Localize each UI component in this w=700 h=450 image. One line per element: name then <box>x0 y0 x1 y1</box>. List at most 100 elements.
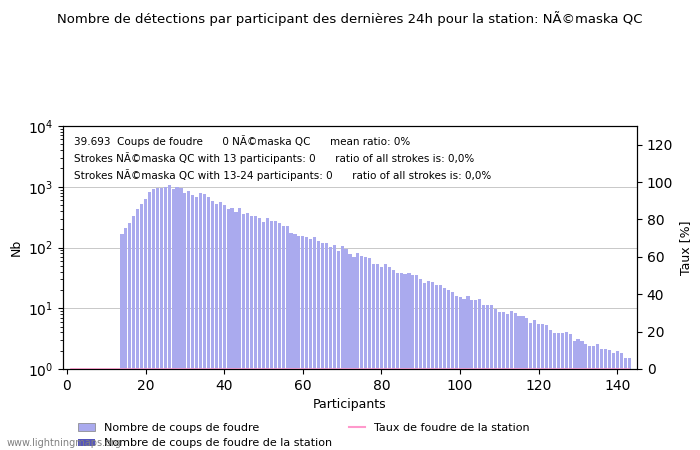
Bar <box>376 264 379 450</box>
Bar <box>608 350 611 450</box>
Bar <box>368 258 371 450</box>
Bar <box>172 189 175 450</box>
Bar <box>474 300 477 450</box>
X-axis label: Participants: Participants <box>313 398 387 411</box>
Bar <box>573 341 575 450</box>
Legend: Nombre de coups de foudre, Nombre de coups de foudre de la station, Taux de foud: Nombre de coups de foudre, Nombre de cou… <box>74 418 534 450</box>
Bar <box>164 187 167 450</box>
Bar <box>183 193 186 450</box>
Bar <box>120 234 123 450</box>
Bar <box>514 313 517 450</box>
Bar <box>179 188 183 450</box>
Bar <box>502 312 505 450</box>
Bar <box>360 256 363 450</box>
Bar <box>466 296 470 450</box>
Bar <box>278 223 281 450</box>
Bar <box>624 359 626 450</box>
Bar <box>419 279 422 450</box>
Bar <box>427 281 430 450</box>
Bar <box>211 202 214 450</box>
Bar <box>380 267 383 450</box>
Bar <box>490 305 493 450</box>
Bar <box>482 305 485 450</box>
Bar <box>250 216 253 450</box>
Bar <box>254 216 257 450</box>
Bar <box>101 430 104 450</box>
Bar <box>207 197 210 450</box>
Bar <box>431 282 434 450</box>
Bar <box>325 243 328 450</box>
Bar <box>230 207 234 450</box>
Bar <box>305 237 308 450</box>
Y-axis label: Nb: Nb <box>9 239 22 256</box>
Bar <box>541 324 544 450</box>
Bar <box>400 273 402 450</box>
Bar <box>415 275 419 450</box>
Bar <box>317 241 320 450</box>
Bar <box>372 264 375 450</box>
Bar <box>522 316 524 450</box>
Bar <box>388 266 391 450</box>
Bar <box>156 188 159 450</box>
Bar <box>577 339 580 450</box>
Bar <box>435 285 438 450</box>
Bar <box>81 430 84 450</box>
Bar <box>108 430 112 450</box>
Bar <box>580 341 584 450</box>
Text: Strokes NÃ©maska QC with 13-24 participants: 0      ratio of all strokes is: 0,0: Strokes NÃ©maska QC with 13-24 participa… <box>74 169 491 181</box>
Bar <box>612 353 615 450</box>
Bar <box>144 199 147 450</box>
Bar <box>262 222 265 450</box>
Bar <box>203 194 206 450</box>
Text: 39.693  Coups de foudre      0 NÃ©maska QC      mean ratio: 0%: 39.693 Coups de foudre 0 NÃ©maska QC mea… <box>74 135 410 147</box>
Bar <box>403 274 407 450</box>
Bar <box>470 300 473 450</box>
Bar <box>270 221 273 450</box>
Bar <box>510 311 513 450</box>
Bar <box>384 264 387 450</box>
Bar <box>116 430 120 450</box>
Bar <box>620 352 623 450</box>
Bar <box>246 212 249 450</box>
Bar <box>152 189 155 450</box>
Bar <box>407 273 410 450</box>
Bar <box>227 209 230 450</box>
Bar <box>89 430 92 450</box>
Bar <box>352 257 356 450</box>
Bar <box>478 299 482 450</box>
Text: Nombre de détections par participant des dernières 24h pour la station: NÃ©maska: Nombre de détections par participant des… <box>57 11 643 26</box>
Bar <box>592 346 595 450</box>
Bar <box>356 253 359 450</box>
Bar <box>423 283 426 450</box>
Bar <box>132 216 135 450</box>
Bar <box>628 358 631 450</box>
Bar <box>97 430 100 450</box>
Bar <box>93 430 96 450</box>
Bar <box>458 297 462 450</box>
Bar <box>321 243 324 450</box>
Bar <box>105 430 108 450</box>
Bar <box>85 430 88 450</box>
Bar <box>349 254 351 450</box>
Bar <box>191 195 195 450</box>
Bar <box>565 333 568 450</box>
Bar <box>329 248 332 450</box>
Bar <box>616 351 619 450</box>
Bar <box>443 288 446 450</box>
Bar <box>392 270 395 450</box>
Bar <box>148 192 151 450</box>
Bar <box>313 237 316 450</box>
Bar <box>301 236 304 450</box>
Bar <box>258 218 261 450</box>
Bar <box>561 333 564 450</box>
Bar <box>553 333 556 450</box>
Bar <box>286 226 288 450</box>
Bar <box>451 292 454 450</box>
Bar <box>549 330 552 450</box>
Y-axis label: Taux [%]: Taux [%] <box>679 220 692 275</box>
Bar <box>604 349 607 450</box>
Bar <box>234 212 237 450</box>
Bar <box>494 309 497 450</box>
Bar <box>309 239 312 450</box>
Bar <box>199 193 202 450</box>
